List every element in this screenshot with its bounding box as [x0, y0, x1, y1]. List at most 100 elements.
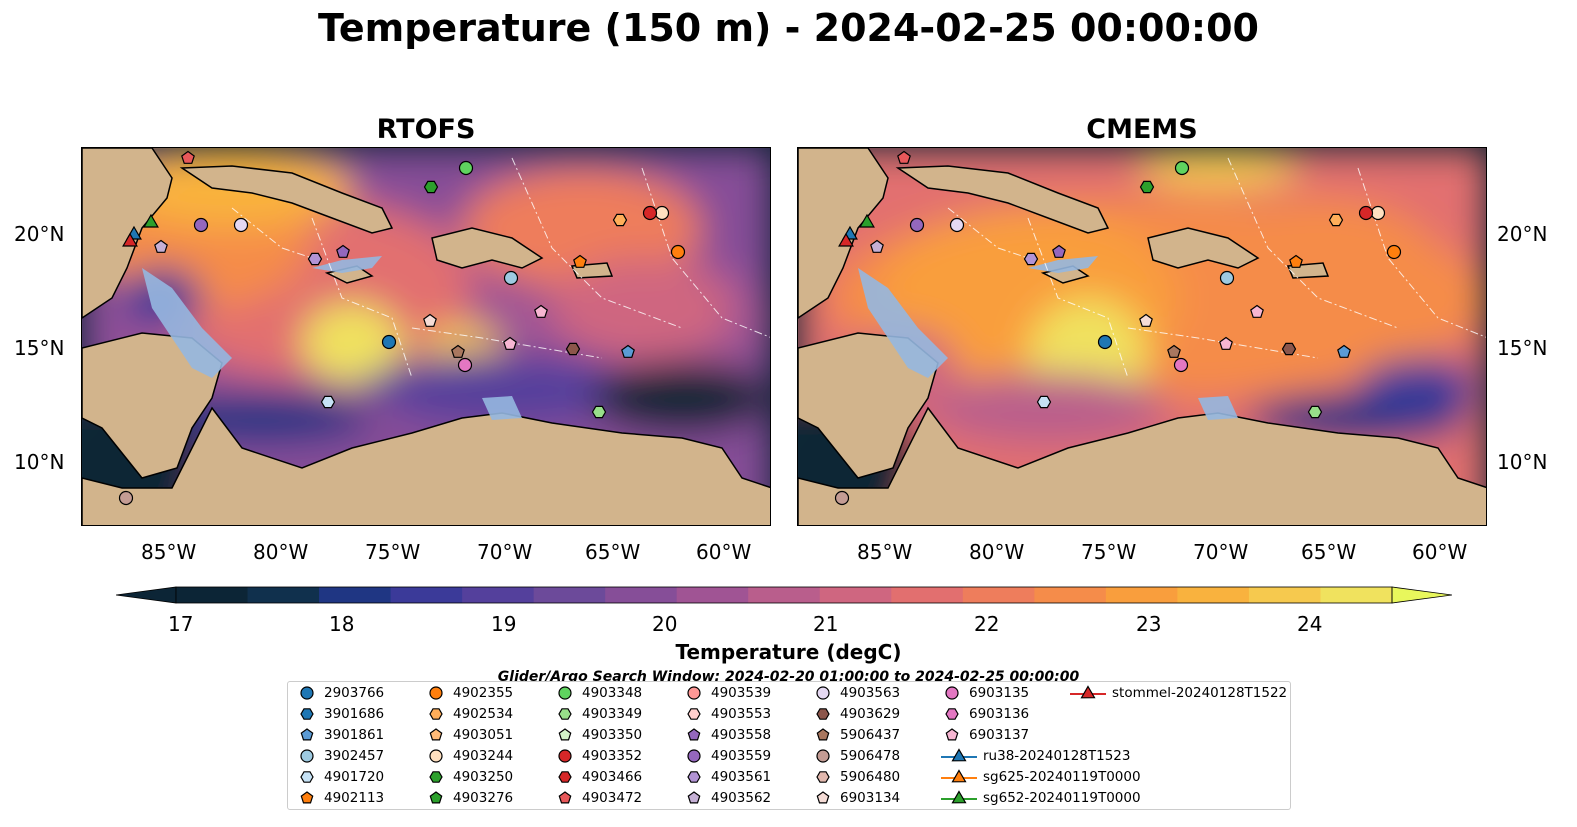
glider-marker-triangle-icon[interactable]	[122, 232, 138, 247]
legend-label: 4903352	[582, 748, 643, 764]
float-marker-circle-icon[interactable]	[193, 217, 209, 233]
colorbar-tick-19: 19	[491, 612, 517, 636]
float-markers-layer	[118, 150, 1402, 506]
colorbar-segment	[891, 587, 964, 603]
float-marker-circle-icon[interactable]	[118, 490, 134, 506]
legend-marker-triangle-icon	[941, 769, 977, 783]
legend-item: 6903135	[941, 685, 1029, 701]
legend-label: sg652-20240119T0000	[983, 790, 1141, 806]
float-marker-pentagon-icon[interactable]	[897, 150, 911, 164]
lat-tick-right-15: 15°N	[1497, 336, 1548, 360]
glider-marker-triangle-icon[interactable]	[143, 213, 159, 228]
lon-tick-left-85: 85°W	[141, 540, 197, 564]
lon-tick-left-65: 65°W	[585, 540, 641, 564]
float-marker-circle-icon[interactable]	[909, 217, 925, 233]
float-marker-circle-icon[interactable]	[458, 160, 474, 176]
float-marker-pentagon-icon[interactable]	[534, 304, 548, 318]
float-marker-pentagon-icon[interactable]	[154, 239, 168, 253]
float-marker-pentagon-icon[interactable]	[1337, 344, 1351, 358]
float-marker-hexagon-icon[interactable]	[1139, 180, 1155, 194]
lon-tick-right-65: 65°W	[1301, 540, 1357, 564]
legend-label: 4903244	[453, 748, 514, 764]
float-marker-hexagon-icon[interactable]	[1036, 395, 1052, 409]
float-marker-hexagon-icon[interactable]	[307, 252, 323, 266]
legend-marker-circle-icon	[687, 686, 701, 700]
float-marker-circle-icon[interactable]	[233, 217, 249, 233]
float-marker-circle-icon[interactable]	[642, 205, 658, 221]
legend-label: 4903563	[840, 685, 901, 701]
float-marker-circle-icon[interactable]	[670, 244, 686, 260]
float-marker-pentagon-icon[interactable]	[1052, 244, 1066, 258]
float-marker-pentagon-icon[interactable]	[1250, 304, 1264, 318]
legend-item: 6903134	[812, 790, 900, 806]
land	[82, 148, 770, 525]
float-marker-pentagon-icon[interactable]	[336, 244, 350, 258]
legend-marker-circle-icon	[687, 749, 701, 763]
legend-item: 4903559	[683, 748, 771, 764]
lat-tick-left-20: 20°N	[14, 222, 65, 246]
colorbar-segment	[676, 587, 749, 603]
float-marker-hexagon-icon[interactable]	[1307, 405, 1323, 419]
float-marker-hexagon-icon[interactable]	[1328, 213, 1344, 227]
legend-marker-pentagon-icon	[429, 791, 443, 804]
float-marker-pentagon-icon[interactable]	[1219, 336, 1233, 350]
legend-item: 5906480	[812, 769, 900, 785]
lon-tick-right-80: 80°W	[969, 540, 1025, 564]
lon-tick-left-60: 60°W	[696, 540, 752, 564]
legend-item: 4902113	[296, 790, 384, 806]
float-marker-pentagon-icon[interactable]	[181, 150, 195, 164]
float-marker-hexagon-icon[interactable]	[565, 342, 581, 356]
float-marker-hexagon-icon[interactable]	[1023, 252, 1039, 266]
float-marker-hexagon-icon[interactable]	[1281, 342, 1297, 356]
float-marker-circle-icon[interactable]	[457, 357, 473, 373]
float-marker-circle-icon[interactable]	[1386, 244, 1402, 260]
legend-marker-circle-icon	[300, 749, 314, 763]
float-marker-circle-icon[interactable]	[654, 205, 670, 221]
float-marker-circle-icon[interactable]	[949, 217, 965, 233]
legend-marker-hexagon-icon	[429, 771, 443, 783]
float-marker-pentagon-icon[interactable]	[1167, 344, 1181, 358]
legend-item: sg652-20240119T0000	[941, 790, 1141, 806]
legend-marker-circle-icon	[945, 686, 959, 700]
lon-tick-right-70: 70°W	[1193, 540, 1249, 564]
legend-item: 6903137	[941, 727, 1029, 743]
float-marker-pentagon-icon[interactable]	[503, 336, 517, 350]
float-marker-circle-icon[interactable]	[1219, 270, 1235, 286]
float-marker-pentagon-icon[interactable]	[1139, 313, 1153, 327]
float-marker-pentagon-icon[interactable]	[1289, 254, 1303, 268]
shelf	[858, 256, 1238, 420]
float-marker-hexagon-icon[interactable]	[612, 213, 628, 227]
float-marker-circle-icon[interactable]	[834, 490, 850, 506]
float-marker-pentagon-icon[interactable]	[573, 254, 587, 268]
glider-marker-triangle-icon[interactable]	[838, 232, 854, 247]
float-marker-pentagon-icon[interactable]	[451, 344, 465, 358]
float-marker-hexagon-icon[interactable]	[320, 395, 336, 409]
legend-label: 4902534	[453, 706, 514, 722]
float-marker-pentagon-icon[interactable]	[423, 313, 437, 327]
float-marker-circle-icon[interactable]	[1370, 205, 1386, 221]
glider-marker-triangle-icon[interactable]	[859, 213, 875, 228]
float-marker-pentagon-icon[interactable]	[621, 344, 635, 358]
legend-item: 4903348	[554, 685, 642, 701]
legend-item: 2903766	[296, 685, 384, 701]
float-marker-circle-icon[interactable]	[1174, 160, 1190, 176]
legend-item: 4903558	[683, 727, 771, 743]
legend-item: 4903349	[554, 706, 642, 722]
float-marker-circle-icon[interactable]	[1173, 357, 1189, 373]
float-marker-circle-icon[interactable]	[1097, 334, 1113, 350]
float-marker-circle-icon[interactable]	[1358, 205, 1374, 221]
float-marker-circle-icon[interactable]	[381, 334, 397, 350]
legend-label: 4903562	[711, 790, 772, 806]
legend-label: 4903472	[582, 790, 643, 806]
float-marker-hexagon-icon[interactable]	[591, 405, 607, 419]
float-marker-hexagon-icon[interactable]	[423, 180, 439, 194]
float-marker-pentagon-icon[interactable]	[870, 239, 884, 253]
legend-marker-hexagon-icon	[558, 771, 572, 783]
legend-item: sg625-20240119T0000	[941, 769, 1141, 785]
colorbar-tick-18: 18	[329, 612, 355, 636]
legend-marker-pentagon-icon	[816, 791, 830, 804]
float-marker-circle-icon[interactable]	[503, 270, 519, 286]
colorbar-segment	[1177, 587, 1250, 603]
legend-item: 6903136	[941, 706, 1029, 722]
lon-tick-right-85: 85°W	[857, 540, 913, 564]
